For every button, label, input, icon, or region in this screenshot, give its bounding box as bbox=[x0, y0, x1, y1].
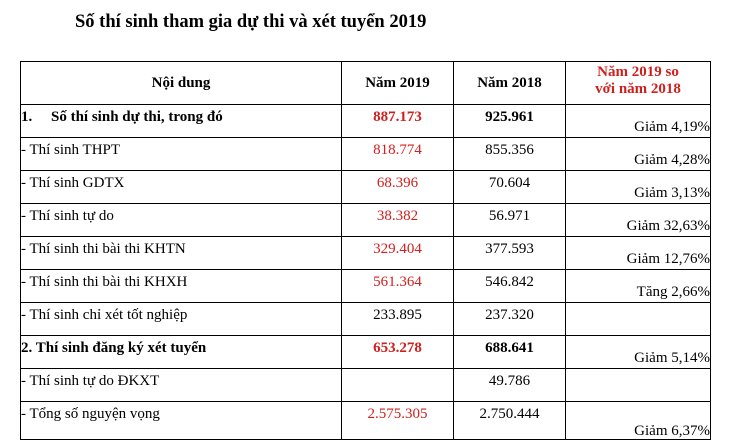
row-value-2018: 688.641 bbox=[453, 335, 566, 369]
row-label: - Thí sinh tự do bbox=[20, 203, 342, 237]
row-value-2018: 377.593 bbox=[453, 236, 566, 270]
table-row: 2. Thí sinh đăng ký xét tuyển 653.278 68… bbox=[20, 335, 711, 369]
header-year-2018: Năm 2018 bbox=[453, 61, 566, 105]
table-row: - Thí sinh thi bài thi KHXH 561.364 546.… bbox=[20, 269, 711, 303]
header-year-2019: Năm 2019 bbox=[341, 61, 454, 105]
row-label: - Thí sinh GDTX bbox=[20, 170, 342, 204]
row-label: - Thí sinh chỉ xét tốt nghiệp bbox=[20, 302, 342, 336]
candidates-table: Nội dung Năm 2019 Năm 2018 Năm 2019 so v… bbox=[20, 61, 711, 440]
row-change bbox=[565, 302, 711, 336]
row-value-2019: 561.364 bbox=[341, 269, 454, 303]
table-row: - Thí sinh thi bài thi KHTN 329.404 377.… bbox=[20, 236, 711, 270]
row-value-2018: 2.750.444 bbox=[453, 401, 566, 440]
row-value-2018: 546.842 bbox=[453, 269, 566, 303]
row-value-2018: 925.961 bbox=[453, 104, 566, 138]
row-change: Giảm 32,63% bbox=[565, 203, 711, 237]
row-value-2019: 887.173 bbox=[341, 104, 454, 138]
row-label: 1. Số thí sinh dự thi, trong đó bbox=[20, 104, 342, 138]
header-content: Nội dung bbox=[20, 61, 342, 105]
row-change: Giảm 5,14% bbox=[565, 335, 711, 369]
row-label: - Thí sinh THPT bbox=[20, 137, 342, 171]
row-value-2019: 233.895 bbox=[341, 302, 454, 336]
table-row: - Thí sinh THPT 818.774 855.356 Giảm 4,2… bbox=[20, 137, 711, 171]
row-value-2019: 38.382 bbox=[341, 203, 454, 237]
row-label: - Thí sinh thi bài thi KHTN bbox=[20, 236, 342, 270]
row-change: Giảm 6,37% bbox=[565, 401, 711, 440]
page-title: Số thí sinh tham gia dự thi và xét tuyển… bbox=[75, 12, 427, 32]
row-change: Giảm 4,28% bbox=[565, 137, 711, 171]
row-value-2019: 68.396 bbox=[341, 170, 454, 204]
table-header-row: Nội dung Năm 2019 Năm 2018 Năm 2019 so v… bbox=[20, 61, 711, 105]
header-comparison-line1: Năm 2019 so bbox=[597, 64, 679, 80]
table-row: - Thí sinh tự do 38.382 56.971 Giảm 32,6… bbox=[20, 203, 711, 237]
row-value-2019 bbox=[341, 368, 454, 402]
row-change: Tăng 2,66% bbox=[565, 269, 711, 303]
row-label: - Tổng số nguyện vọng bbox=[20, 401, 342, 440]
table-row: - Thí sinh chỉ xét tốt nghiệp 233.895 23… bbox=[20, 302, 711, 336]
row-value-2018: 49.786 bbox=[453, 368, 566, 402]
row-value-2018: 237.320 bbox=[453, 302, 566, 336]
table-row: - Tổng số nguyện vọng 2.575.305 2.750.44… bbox=[20, 401, 711, 440]
row-value-2019: 653.278 bbox=[341, 335, 454, 369]
row-value-2018: 56.971 bbox=[453, 203, 566, 237]
table-row: - Thí sinh tự do ĐKXT 49.786 bbox=[20, 368, 711, 402]
row-change: Giảm 12,76% bbox=[565, 236, 711, 270]
row-value-2018: 855.356 bbox=[453, 137, 566, 171]
header-comparison: Năm 2019 so với năm 2018 bbox=[565, 61, 711, 105]
row-value-2019: 2.575.305 bbox=[341, 401, 454, 440]
table-row: 1. Số thí sinh dự thi, trong đó 887.173 … bbox=[20, 104, 711, 138]
row-value-2019: 329.404 bbox=[341, 236, 454, 270]
row-label: - Thí sinh thi bài thi KHXH bbox=[20, 269, 342, 303]
row-change: Giảm 3,13% bbox=[565, 170, 711, 204]
header-comparison-line2: với năm 2018 bbox=[595, 81, 681, 97]
row-value-2018: 70.604 bbox=[453, 170, 566, 204]
row-change: Giảm 4,19% bbox=[565, 104, 711, 138]
row-label: 2. Thí sinh đăng ký xét tuyển bbox=[20, 335, 342, 369]
row-value-2019: 818.774 bbox=[341, 137, 454, 171]
row-label: - Thí sinh tự do ĐKXT bbox=[20, 368, 342, 402]
row-change bbox=[565, 368, 711, 402]
table-row: - Thí sinh GDTX 68.396 70.604 Giảm 3,13% bbox=[20, 170, 711, 204]
